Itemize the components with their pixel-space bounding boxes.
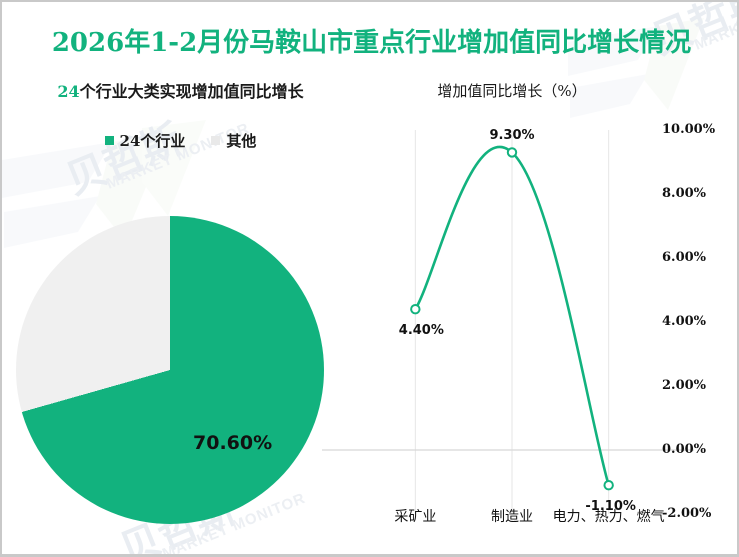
pie-subtitle-highlight: 24 (57, 82, 80, 101)
page-title: 2026年1-2月份马鞍山市重点行业增加值同比增长情况 (51, 28, 692, 58)
y-axis-tick-label: 2.00% (662, 378, 707, 393)
legend-item-other[interactable]: 其他 (211, 130, 256, 151)
pie-chart-panel: 24个行业大类实现增加值同比增长 24个行业 其他 70.60% (4, 68, 357, 548)
y-axis-tick-label: 8.00% (662, 186, 707, 201)
x-axis-tick-label: 电力、热力、燃气 (552, 509, 665, 525)
data-point-value-label: 4.40% (398, 323, 444, 339)
x-axis-tick-label: 制造业 (491, 509, 533, 525)
x-axis-tick-label: 采矿业 (394, 509, 437, 525)
pie-subtitle-rest: 个行业大类实现增加值同比增长 (79, 82, 304, 101)
line-chart-svg (322, 130, 694, 514)
y-axis-tick-label: 6.00% (662, 250, 707, 265)
legend-swatch-icon (104, 136, 114, 145)
line-chart-title: 增加值同比增长（%） (437, 82, 587, 100)
line-chart-plot (322, 68, 737, 548)
y-axis-tick-label: 4.00% (662, 314, 707, 329)
pie-legend: 24个行业 其他 (4, 130, 357, 151)
y-axis-tick-label: 10.00% (662, 122, 716, 137)
data-point-marker[interactable] (410, 304, 421, 315)
line-chart-panel: 增加值同比增长（%） 10.00% 8.00% 6.00% 4.00% 2.00% 0.0… (322, 68, 737, 548)
legend-item-industries[interactable]: 24个行业 (104, 130, 186, 151)
data-point-marker[interactable] (506, 147, 518, 158)
legend-label-other: 其他 (226, 132, 257, 150)
pie-slice-value-label: 70.60% (193, 432, 273, 454)
pie-chart (16, 216, 324, 524)
y-axis-tick-label: 0.00% (662, 442, 707, 457)
legend-swatch-icon (211, 136, 221, 145)
data-point-value-label: 9.30% (489, 128, 535, 144)
data-point-marker[interactable] (603, 480, 614, 491)
pie-chart-subtitle: 24个行业大类实现增加值同比增长 (4, 78, 357, 102)
y-axis-tick-label: -2.00% (662, 506, 712, 521)
pie-shape (16, 216, 324, 524)
legend-label-industries: 24个行业 (119, 132, 186, 150)
data-point-value-label: -1.10% (585, 499, 636, 515)
